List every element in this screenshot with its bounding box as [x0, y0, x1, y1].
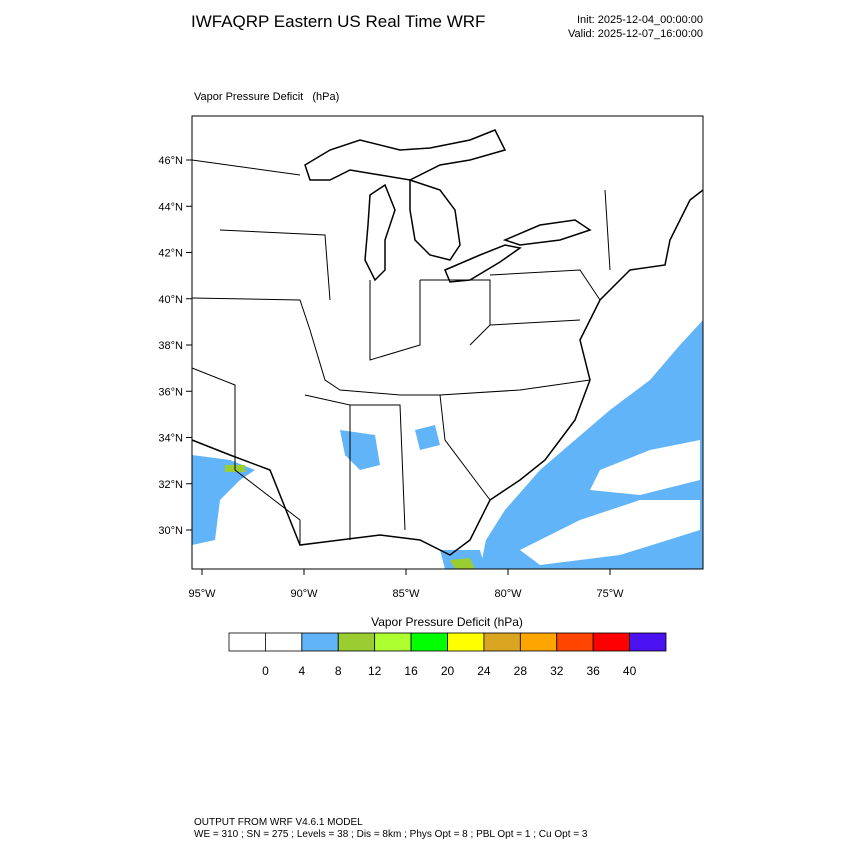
colorbar-label: 40	[623, 664, 637, 678]
colorbar-box	[301, 632, 339, 652]
colorbar-label: 12	[368, 664, 382, 678]
lat-label: 40°N	[158, 294, 183, 306]
colorbar-box	[556, 632, 594, 652]
lon-label: 95°W	[188, 588, 216, 600]
lon-label: 90°W	[290, 588, 318, 600]
low-vpd-area	[520, 500, 700, 565]
low-vpd-area	[590, 440, 700, 495]
map: 46°N 44°N 42°N 40°N 38°N 36°N 34°N 32°N 30°N 95°…	[158, 115, 704, 600]
lon-labels: 95°W 90°W 85°W 80°W 75°W	[188, 569, 624, 600]
colorbar-label: 8	[335, 664, 342, 678]
colorbar-box	[592, 632, 630, 652]
lat-label: 32°N	[158, 479, 183, 491]
lat-label: 46°N	[158, 155, 183, 167]
colorbar-label: 28	[514, 664, 528, 678]
valid-time: Valid: 2025-12-07_16:00:00	[568, 28, 703, 40]
lat-label: 36°N	[158, 386, 183, 398]
colorbar-box	[447, 632, 485, 652]
colorbar-box	[374, 632, 412, 652]
colorbar-box	[228, 632, 266, 652]
footer-line: WE = 310 ; SN = 275 ; Levels = 38 ; Dis …	[194, 829, 588, 840]
lat-label: 42°N	[158, 248, 183, 260]
lat-label: 38°N	[158, 340, 183, 352]
map-frame	[191, 115, 704, 570]
state-lines	[191, 159, 611, 545]
land-vpd	[450, 558, 475, 569]
lon-label: 85°W	[392, 588, 420, 600]
colorbar: 0 4 8 12 16 20 24 28 32 36 40	[228, 632, 667, 678]
colorbar-label: 0	[262, 664, 269, 678]
colorbar-label: 24	[477, 664, 491, 678]
colorbar-box	[337, 632, 376, 652]
footer-line: OUTPUT FROM WRF V4.6.1 MODEL	[194, 817, 363, 828]
colorbar-box	[519, 632, 558, 652]
lat-label: 34°N	[158, 433, 183, 445]
map-label: Vapor Pressure Deficit (hPa)	[194, 91, 339, 103]
lakes-coast	[191, 129, 704, 556]
init-time: Init: 2025-12-04_00:00:00	[577, 14, 703, 26]
colorbar-box	[410, 632, 448, 652]
title: IWFAQRP Eastern US Real Time WRF	[191, 12, 485, 31]
colorbar-label: 4	[298, 664, 305, 678]
colorbar-label: 16	[404, 664, 418, 678]
colorbar-label: 32	[550, 664, 564, 678]
colorbar-box	[629, 632, 667, 652]
colorbar-title: Vapor Pressure Deficit (hPa)	[371, 615, 523, 629]
lat-label: 44°N	[158, 201, 183, 213]
colorbar-label: 20	[441, 664, 455, 678]
land-vpd	[192, 455, 255, 545]
lat-labels: 46°N 44°N 42°N 40°N 38°N 36°N 34°N 32°N 30°N	[158, 155, 192, 537]
colorbar-box	[483, 632, 521, 652]
lon-label: 75°W	[596, 588, 624, 600]
colorbar-label: 36	[586, 664, 600, 678]
colorbar-box	[265, 632, 303, 652]
lon-label: 80°W	[494, 588, 522, 600]
land-vpd	[415, 425, 440, 450]
lat-label: 30°N	[158, 525, 183, 537]
